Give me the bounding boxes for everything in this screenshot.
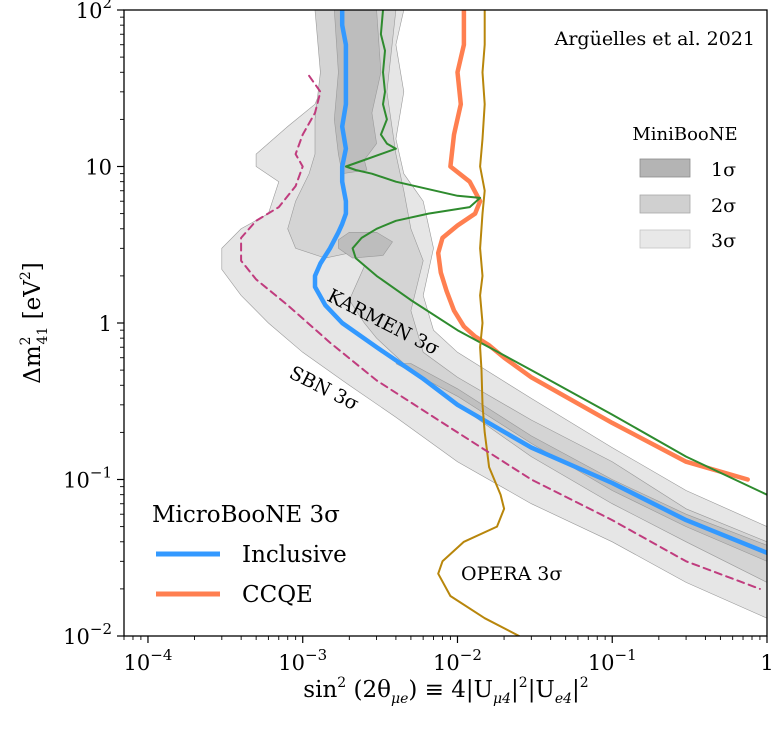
x-axis-title: sin2 (2θμe) ≡ 4|Uμ4|2|Ue4|2: [303, 675, 588, 707]
x-tick-label: 10−1: [588, 646, 637, 675]
opera-annotation: OPERA 3σ: [461, 563, 562, 585]
legend-label-3sigma: 3σ: [711, 230, 736, 252]
series-karmen-3: [344, 10, 767, 496]
legend-label-inclusive: Inclusive: [242, 542, 347, 568]
y-axis-title: Δm241 [eV2]: [18, 262, 51, 384]
y-tick-label: 10−1: [63, 464, 112, 493]
legend-label-2sigma: 2σ: [711, 195, 736, 217]
region-miniboone-1-island: [338, 232, 393, 259]
x-tick-label: 10−2: [433, 646, 482, 675]
y-tick-label: 102: [76, 0, 112, 23]
svg-text:Δm241 [eV2]: Δm241 [eV2]: [18, 262, 51, 384]
y-tick-label: 10−2: [63, 620, 112, 649]
axis-ticks: 10−4 10−3 10−2 10−1 1 10−2 10−1 1 10 102: [63, 0, 773, 675]
miniboone-legend-title: MiniBooNE: [632, 124, 737, 145]
y-tick-label: 10: [85, 156, 112, 180]
series-opera-3: [437, 10, 521, 636]
x-tick-label: 10−3: [278, 646, 327, 675]
series-inclusive: [312, 10, 767, 556]
microboone-legend: MicroBooNE 3σ Inclusive CCQE: [152, 502, 347, 608]
legend-label-1sigma: 1σ: [711, 159, 736, 181]
credit-text: Argüelles et al. 2021: [554, 28, 755, 50]
y-tick-label: 1: [99, 312, 112, 336]
series-ccqe: [435, 10, 750, 482]
region-miniboone-2: [287, 10, 767, 583]
miniboone-legend: MiniBooNE 1σ 2σ 3σ: [632, 124, 737, 252]
series-sbn-3: [240, 74, 761, 590]
x-tick-label: 1: [760, 651, 773, 675]
legend-label-ccqe: CCQE: [242, 582, 313, 608]
legend-swatch-2sigma: [639, 194, 691, 214]
x-tick-label: 10−4: [124, 646, 173, 675]
legend-swatch-3sigma: [639, 229, 691, 249]
limit-curves: [240, 10, 767, 636]
microboone-legend-title: MicroBooNE 3σ: [152, 502, 340, 528]
legend-swatch-1sigma: [639, 158, 691, 178]
